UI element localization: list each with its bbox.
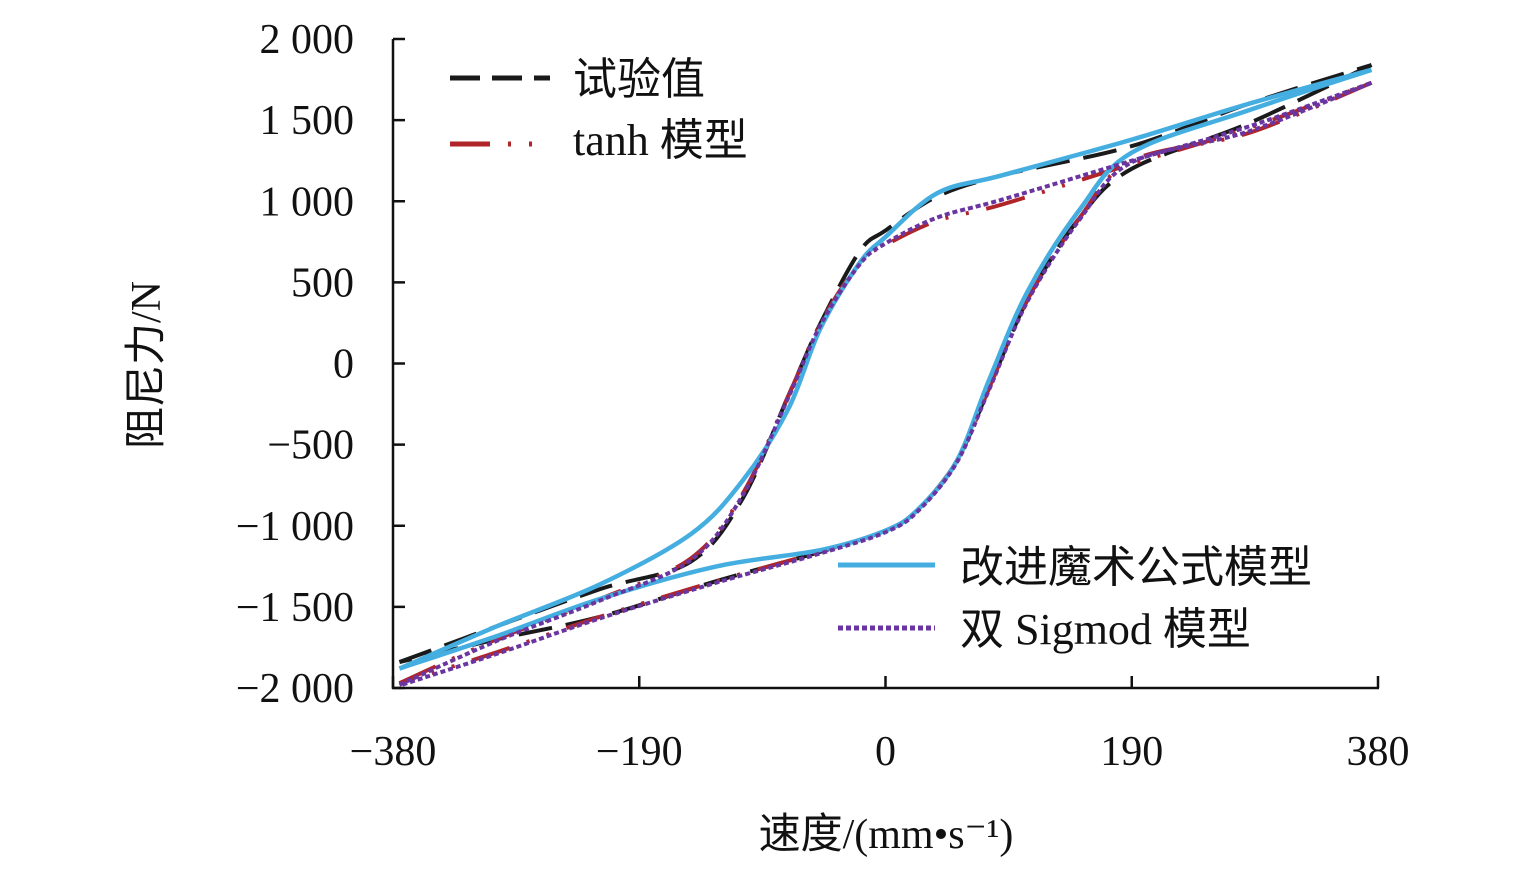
y-tick-label: −1 500 (236, 585, 354, 631)
series-line-experimental-upper (398, 63, 1373, 664)
y-tick-label: −1 000 (236, 504, 354, 550)
legend-bottom-right: 改进魔术公式模型 双 Sigmod 模型 (838, 543, 1312, 654)
series-line-tanh-lower (398, 80, 1373, 686)
x-tick-label: 0 (875, 729, 896, 775)
legend-label-tanh: tanh 模型 (573, 116, 748, 165)
legend-label-experimental: 试验值 (573, 55, 705, 104)
x-tick-label: −380 (350, 729, 437, 775)
y-tick-label: 2 000 (260, 17, 355, 63)
series-line-double-sigmoid-upper (398, 80, 1373, 687)
y-tick-label: 1 500 (260, 98, 355, 144)
legend-label-magic-formula: 改进魔术公式模型 (960, 543, 1312, 592)
x-tick-label: −190 (596, 729, 683, 775)
x-tick-label: 380 (1347, 729, 1410, 775)
x-axis-title: 速度/(mm•s⁻¹) (759, 812, 1014, 858)
y-tick-label: −2 000 (236, 666, 354, 712)
legend-label-double-sigmoid: 双 Sigmod 模型 (960, 605, 1251, 654)
axis-ticks: −380 −190 0 190 380 2 000 1 500 1 000 500 0 −500 −1… (236, 17, 1410, 775)
y-tick-label: 500 (291, 260, 354, 306)
plot-lines (398, 63, 1373, 688)
y-tick-label: 0 (333, 342, 354, 388)
legend-top-left: 试验值 tanh 模型 (450, 55, 748, 165)
x-tick-label: 190 (1100, 729, 1163, 775)
series-line-tanh-upper (398, 80, 1373, 685)
y-axis-title: 阻尼力/N (124, 281, 170, 449)
y-tick-label: −500 (267, 423, 354, 469)
y-tick-label: 1 000 (260, 179, 355, 225)
series-line-double-sigmoid-lower (398, 80, 1373, 688)
